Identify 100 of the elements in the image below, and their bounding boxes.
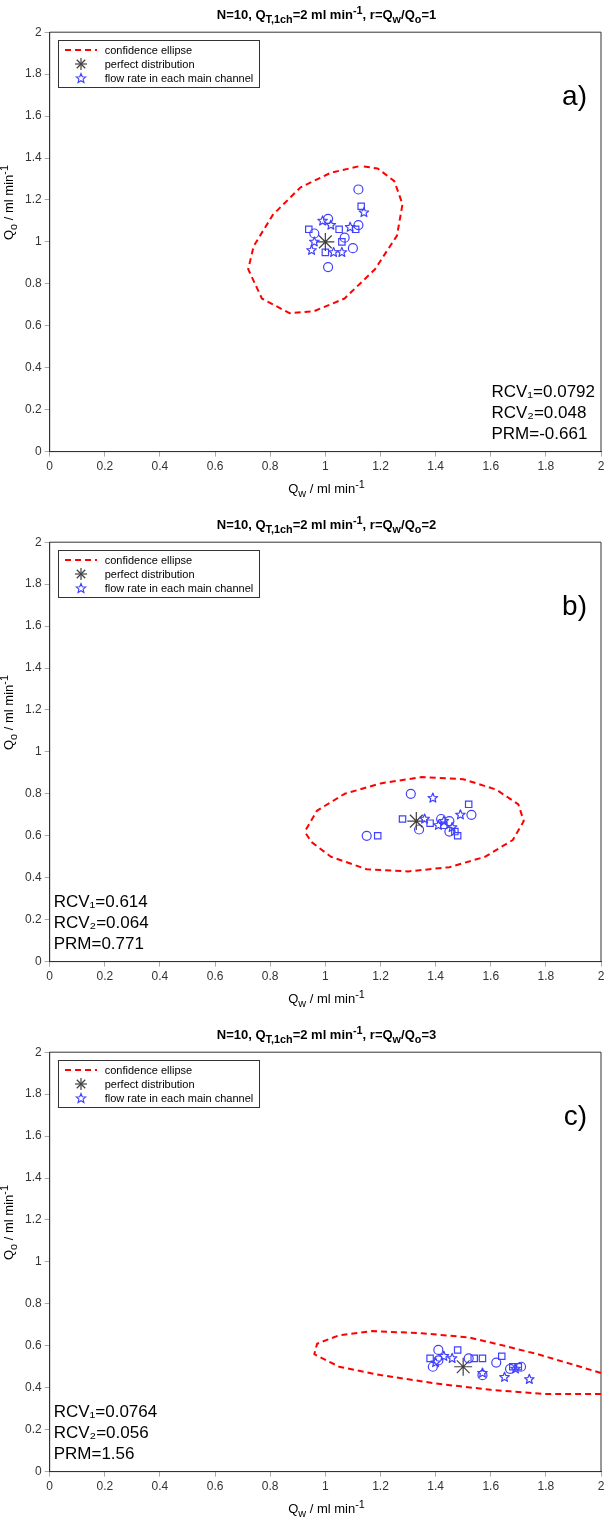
x-tick-label: 1 [322, 1479, 329, 1494]
point [406, 811, 426, 831]
point [339, 232, 350, 243]
point [358, 206, 370, 218]
point [321, 248, 330, 257]
point [306, 244, 317, 255]
y-tick-label: 2 [34, 1044, 42, 1059]
point [413, 824, 425, 835]
legend-label: perfect distribution [104, 568, 195, 581]
annotation: RCV₁=0.0792 [491, 381, 595, 401]
point [419, 813, 430, 824]
point [353, 184, 364, 195]
chart-title: N=10, Q$_{T,1ch}$=2 ml min$^{-1}$, r=Q$_{w}$/Q$_{o}$=3 [216, 1024, 437, 1045]
legend-label: confidence ellipse [104, 1064, 193, 1077]
annotation: b) [562, 590, 587, 623]
point [405, 788, 416, 799]
point [353, 220, 364, 231]
point [328, 246, 339, 258]
x-tick-label: 1 [322, 969, 329, 984]
legend-label: confidence ellipse [104, 554, 193, 567]
annotation: RCV₁=0.614 [53, 891, 148, 911]
y-tick-label: 1 [34, 744, 42, 759]
y-tick-label: 1.6 [24, 1128, 42, 1143]
point [335, 225, 343, 234]
y-tick-label: 1.4 [24, 660, 42, 675]
x-tick-label: 1 [322, 459, 329, 474]
y-tick-label: 0.8 [24, 1296, 42, 1311]
point [308, 236, 320, 247]
y-tick-label: 1.4 [24, 150, 42, 165]
annotation: RCV₂=0.056 [53, 1422, 149, 1442]
y-tick-label: 2 [34, 24, 42, 39]
y-tick-label: 0.4 [24, 1380, 42, 1395]
annotation: RCV₂=0.064 [53, 912, 149, 932]
point [453, 832, 462, 840]
annotation: RCV₂=0.048 [491, 402, 587, 422]
point [444, 826, 455, 837]
y-tick-label: 0.8 [24, 276, 42, 291]
x-tick-label: 2 [597, 969, 605, 984]
x-tick-label: 0.2 [96, 459, 114, 474]
x-tick-label: 1.8 [537, 1479, 555, 1494]
point [344, 221, 356, 232]
x-tick-label: 0.2 [96, 969, 114, 984]
y-tick-label: 1 [34, 1254, 42, 1269]
x-tick-label: 1.2 [372, 969, 390, 984]
point [426, 819, 434, 827]
legend-label: confidence ellipse [104, 44, 193, 57]
y-tick-label: 1.4 [24, 1170, 42, 1185]
y-tick-label: 0.6 [24, 318, 42, 333]
point [347, 243, 359, 254]
x-tick-label: 0.8 [261, 459, 279, 474]
point [323, 213, 334, 224]
point [455, 809, 466, 820]
point [466, 809, 477, 820]
x-tick-label: 0.6 [206, 1479, 224, 1494]
annotation: PRM=-0.661 [491, 423, 588, 443]
legend-label: flow rate in each main channel [104, 72, 254, 85]
point [361, 830, 372, 841]
point [336, 246, 348, 258]
y-tick-label: 1.2 [24, 1212, 42, 1227]
x-tick-label: 1.6 [482, 1479, 500, 1494]
x-tick-label: 0.6 [206, 969, 224, 984]
y-tick-label: 1.8 [24, 576, 42, 591]
point [315, 232, 335, 252]
x-tick-label: 0.4 [151, 969, 169, 984]
x-axis-title: Q$_{w}$ / ml min$^{-1}$ [287, 1498, 366, 1519]
x-tick-label: 0.6 [206, 459, 224, 474]
x-tick-label: 1.2 [372, 1479, 390, 1494]
y-tick-label: 1.6 [24, 108, 42, 123]
point [357, 202, 365, 211]
y-tick-label: 1 [34, 234, 42, 249]
annotation: PRM=1.56 [53, 1443, 135, 1463]
x-tick-label: 1.2 [372, 459, 390, 474]
point [444, 816, 455, 827]
y-tick-label: 1.8 [24, 1086, 42, 1101]
point [398, 815, 407, 823]
point [323, 261, 334, 273]
x-tick-label: 0.8 [261, 1479, 279, 1494]
y-tick-label: 1.6 [24, 618, 42, 633]
annotation: RCV₁=0.0764 [53, 1401, 158, 1421]
point [433, 819, 444, 830]
legend-label: flow rate in each main channel [104, 1092, 254, 1105]
y-tick-label: 0.2 [24, 401, 42, 416]
x-tick-label: 2 [597, 459, 605, 474]
point [440, 821, 448, 830]
annotation: a) [562, 80, 587, 113]
y-tick-label: 1.2 [24, 702, 42, 717]
y-tick-label: 0.6 [24, 828, 42, 843]
x-tick-label: 0.2 [96, 1479, 114, 1494]
x-tick-label: 1.4 [427, 969, 445, 984]
x-tick-label: 1.4 [427, 459, 445, 474]
point [317, 215, 328, 226]
point [373, 832, 382, 840]
point [325, 219, 337, 230]
x-tick-label: 0 [46, 459, 54, 474]
point [427, 792, 439, 803]
y-tick-label: 0.6 [24, 1338, 42, 1353]
x-tick-label: 1.8 [537, 969, 555, 984]
y-tick-label: 1.8 [24, 66, 42, 81]
y-tick-label: 0.2 [24, 1421, 42, 1436]
point [464, 800, 473, 809]
